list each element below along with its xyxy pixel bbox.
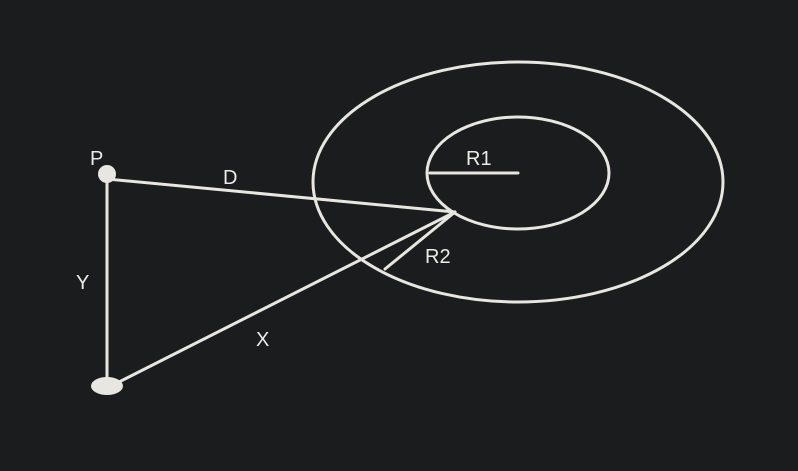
label-p: P bbox=[90, 148, 103, 170]
label-r1: R1 bbox=[466, 148, 492, 170]
radius-r2-line bbox=[383, 210, 457, 271]
distance-x-line bbox=[113, 210, 457, 386]
inner-circle bbox=[425, 115, 611, 231]
point-base bbox=[91, 377, 123, 395]
outer-circle bbox=[311, 60, 725, 304]
label-x: X bbox=[256, 329, 269, 351]
distance-d-line bbox=[105, 177, 457, 214]
label-r2: R2 bbox=[425, 246, 451, 268]
point-p bbox=[98, 165, 116, 183]
label-d: D bbox=[223, 167, 237, 189]
label-y: Y bbox=[76, 272, 89, 294]
